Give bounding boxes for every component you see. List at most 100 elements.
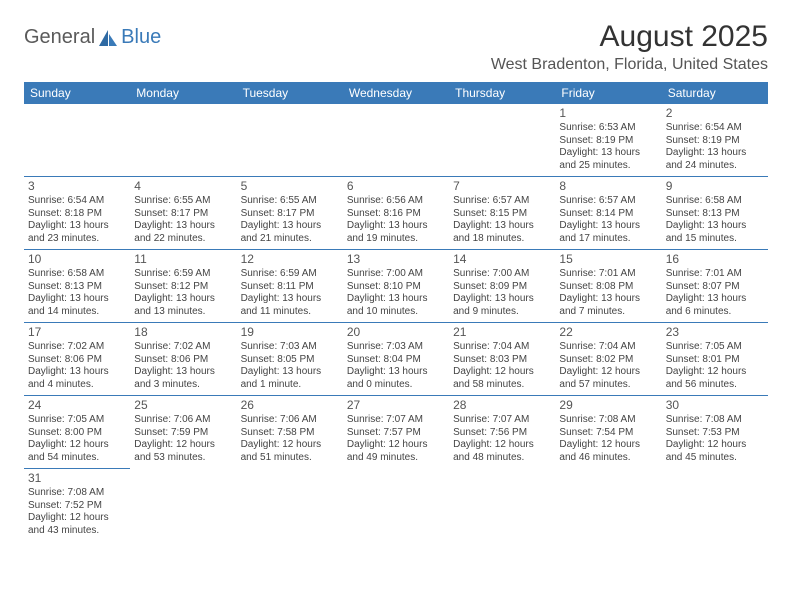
sunset-text: Sunset: 8:15 PM — [453, 208, 551, 221]
daylight-text: Daylight: 13 hours and 15 minutes. — [666, 220, 764, 245]
day-header: Saturday — [662, 82, 768, 104]
sunrise-text: Sunrise: 7:08 AM — [28, 487, 126, 500]
sunset-text: Sunset: 8:13 PM — [666, 208, 764, 221]
sunset-text: Sunset: 8:00 PM — [28, 427, 126, 440]
calendar-day-cell: 12Sunrise: 6:59 AMSunset: 8:11 PMDayligh… — [237, 250, 343, 323]
calendar-day-cell: 17Sunrise: 7:02 AMSunset: 8:06 PMDayligh… — [24, 323, 130, 396]
sunset-text: Sunset: 8:17 PM — [241, 208, 339, 221]
calendar-week-row: 31Sunrise: 7:08 AMSunset: 7:52 PMDayligh… — [24, 469, 768, 542]
sunset-text: Sunset: 8:13 PM — [28, 281, 126, 294]
sunset-text: Sunset: 8:06 PM — [134, 354, 232, 367]
sunrise-text: Sunrise: 6:59 AM — [241, 268, 339, 281]
daylight-text: Daylight: 13 hours and 3 minutes. — [134, 366, 232, 391]
sunset-text: Sunset: 8:19 PM — [666, 135, 764, 148]
day-number: 21 — [453, 325, 551, 340]
day-number: 16 — [666, 252, 764, 267]
title-block: August 2025 West Bradenton, Florida, Uni… — [491, 20, 768, 74]
calendar-day-cell: 5Sunrise: 6:55 AMSunset: 8:17 PMDaylight… — [237, 177, 343, 250]
calendar-day-cell: 7Sunrise: 6:57 AMSunset: 8:15 PMDaylight… — [449, 177, 555, 250]
daylight-text: Daylight: 13 hours and 4 minutes. — [28, 366, 126, 391]
daylight-text: Daylight: 12 hours and 56 minutes. — [666, 366, 764, 391]
sunset-text: Sunset: 7:53 PM — [666, 427, 764, 440]
daylight-text: Daylight: 12 hours and 45 minutes. — [666, 439, 764, 464]
sunset-text: Sunset: 8:05 PM — [241, 354, 339, 367]
calendar-day-cell: 6Sunrise: 6:56 AMSunset: 8:16 PMDaylight… — [343, 177, 449, 250]
sunrise-text: Sunrise: 7:05 AM — [28, 414, 126, 427]
calendar-week-row: 3Sunrise: 6:54 AMSunset: 8:18 PMDaylight… — [24, 177, 768, 250]
sunset-text: Sunset: 8:08 PM — [559, 281, 657, 294]
daylight-text: Daylight: 12 hours and 58 minutes. — [453, 366, 551, 391]
sunset-text: Sunset: 7:56 PM — [453, 427, 551, 440]
day-header: Wednesday — [343, 82, 449, 104]
sunset-text: Sunset: 8:04 PM — [347, 354, 445, 367]
sunset-text: Sunset: 7:58 PM — [241, 427, 339, 440]
day-number: 24 — [28, 398, 126, 413]
calendar-day-cell: 29Sunrise: 7:08 AMSunset: 7:54 PMDayligh… — [555, 396, 661, 469]
sunrise-text: Sunrise: 6:53 AM — [559, 122, 657, 135]
daylight-text: Daylight: 13 hours and 1 minute. — [241, 366, 339, 391]
day-number: 9 — [666, 179, 764, 194]
daylight-text: Daylight: 13 hours and 22 minutes. — [134, 220, 232, 245]
calendar-day-cell: 27Sunrise: 7:07 AMSunset: 7:57 PMDayligh… — [343, 396, 449, 469]
day-header: Tuesday — [237, 82, 343, 104]
calendar-week-row: 1Sunrise: 6:53 AMSunset: 8:19 PMDaylight… — [24, 104, 768, 177]
calendar-day-cell — [130, 469, 236, 542]
daylight-text: Daylight: 13 hours and 11 minutes. — [241, 293, 339, 318]
sunset-text: Sunset: 8:12 PM — [134, 281, 232, 294]
calendar-day-cell — [237, 104, 343, 177]
daylight-text: Daylight: 12 hours and 43 minutes. — [28, 512, 126, 537]
day-number: 27 — [347, 398, 445, 413]
day-number: 28 — [453, 398, 551, 413]
calendar-day-cell: 13Sunrise: 7:00 AMSunset: 8:10 PMDayligh… — [343, 250, 449, 323]
calendar-table: Sunday Monday Tuesday Wednesday Thursday… — [24, 82, 768, 541]
calendar-day-cell — [24, 104, 130, 177]
day-number: 31 — [28, 471, 126, 486]
calendar-day-cell: 30Sunrise: 7:08 AMSunset: 7:53 PMDayligh… — [662, 396, 768, 469]
calendar-day-cell — [343, 469, 449, 542]
month-title: August 2025 — [491, 20, 768, 54]
sunrise-text: Sunrise: 7:02 AM — [134, 341, 232, 354]
day-number: 26 — [241, 398, 339, 413]
calendar-week-row: 24Sunrise: 7:05 AMSunset: 8:00 PM Dayligh… — [24, 396, 768, 469]
sunrise-text: Sunrise: 7:06 AM — [134, 414, 232, 427]
logo-sail-icon — [97, 28, 119, 48]
daylight-text: Daylight: 13 hours and 0 minutes. — [347, 366, 445, 391]
calendar-page: General Blue August 2025 West Bradenton,… — [0, 0, 792, 551]
calendar-day-cell: 31Sunrise: 7:08 AMSunset: 7:52 PMDayligh… — [24, 469, 130, 542]
day-header: Sunday — [24, 82, 130, 104]
calendar-day-cell — [662, 469, 768, 542]
sunrise-text: Sunrise: 6:54 AM — [28, 195, 126, 208]
sunset-text: Sunset: 8:19 PM — [559, 135, 657, 148]
day-header: Friday — [555, 82, 661, 104]
sunrise-text: Sunrise: 7:01 AM — [559, 268, 657, 281]
calendar-day-cell: 10Sunrise: 6:58 AMSunset: 8:13 PMDayligh… — [24, 250, 130, 323]
calendar-day-cell: 9Sunrise: 6:58 AMSunset: 8:13 PMDaylight… — [662, 177, 768, 250]
sunrise-text: Sunrise: 7:03 AM — [241, 341, 339, 354]
daylight-text: Daylight: 12 hours and 51 minutes. — [241, 439, 339, 464]
daylight-text: Daylight: 13 hours and 13 minutes. — [134, 293, 232, 318]
daylight-text: Daylight: 13 hours and 7 minutes. — [559, 293, 657, 318]
calendar-day-cell: 14Sunrise: 7:00 AMSunset: 8:09 PMDayligh… — [449, 250, 555, 323]
calendar-day-cell: 1Sunrise: 6:53 AMSunset: 8:19 PMDaylight… — [555, 104, 661, 177]
day-number: 23 — [666, 325, 764, 340]
calendar-day-cell — [343, 104, 449, 177]
sunset-text: Sunset: 8:07 PM — [666, 281, 764, 294]
calendar-day-cell: 23Sunrise: 7:05 AMSunset: 8:01 PMDayligh… — [662, 323, 768, 396]
calendar-day-cell: 24Sunrise: 7:05 AMSunset: 8:00 PMDayligh… — [24, 396, 130, 469]
sunrise-text: Sunrise: 7:00 AM — [347, 268, 445, 281]
sunrise-text: Sunrise: 7:04 AM — [559, 341, 657, 354]
sunrise-text: Sunrise: 7:06 AM — [241, 414, 339, 427]
daylight-text: Daylight: 13 hours and 10 minutes. — [347, 293, 445, 318]
sunrise-text: Sunrise: 7:00 AM — [453, 268, 551, 281]
calendar-week-row: 17Sunrise: 7:02 AMSunset: 8:06 PMDayligh… — [24, 323, 768, 396]
daylight-text: Daylight: 13 hours and 21 minutes. — [241, 220, 339, 245]
daylight-text: Daylight: 12 hours and 48 minutes. — [453, 439, 551, 464]
day-number: 30 — [666, 398, 764, 413]
day-number: 20 — [347, 325, 445, 340]
calendar-day-cell: 8Sunrise: 6:57 AMSunset: 8:14 PMDaylight… — [555, 177, 661, 250]
day-number: 15 — [559, 252, 657, 267]
logo-text-general: General — [24, 26, 95, 49]
calendar-day-cell: 4Sunrise: 6:55 AMSunset: 8:17 PMDaylight… — [130, 177, 236, 250]
day-number: 22 — [559, 325, 657, 340]
daylight-text: Daylight: 13 hours and 17 minutes. — [559, 220, 657, 245]
